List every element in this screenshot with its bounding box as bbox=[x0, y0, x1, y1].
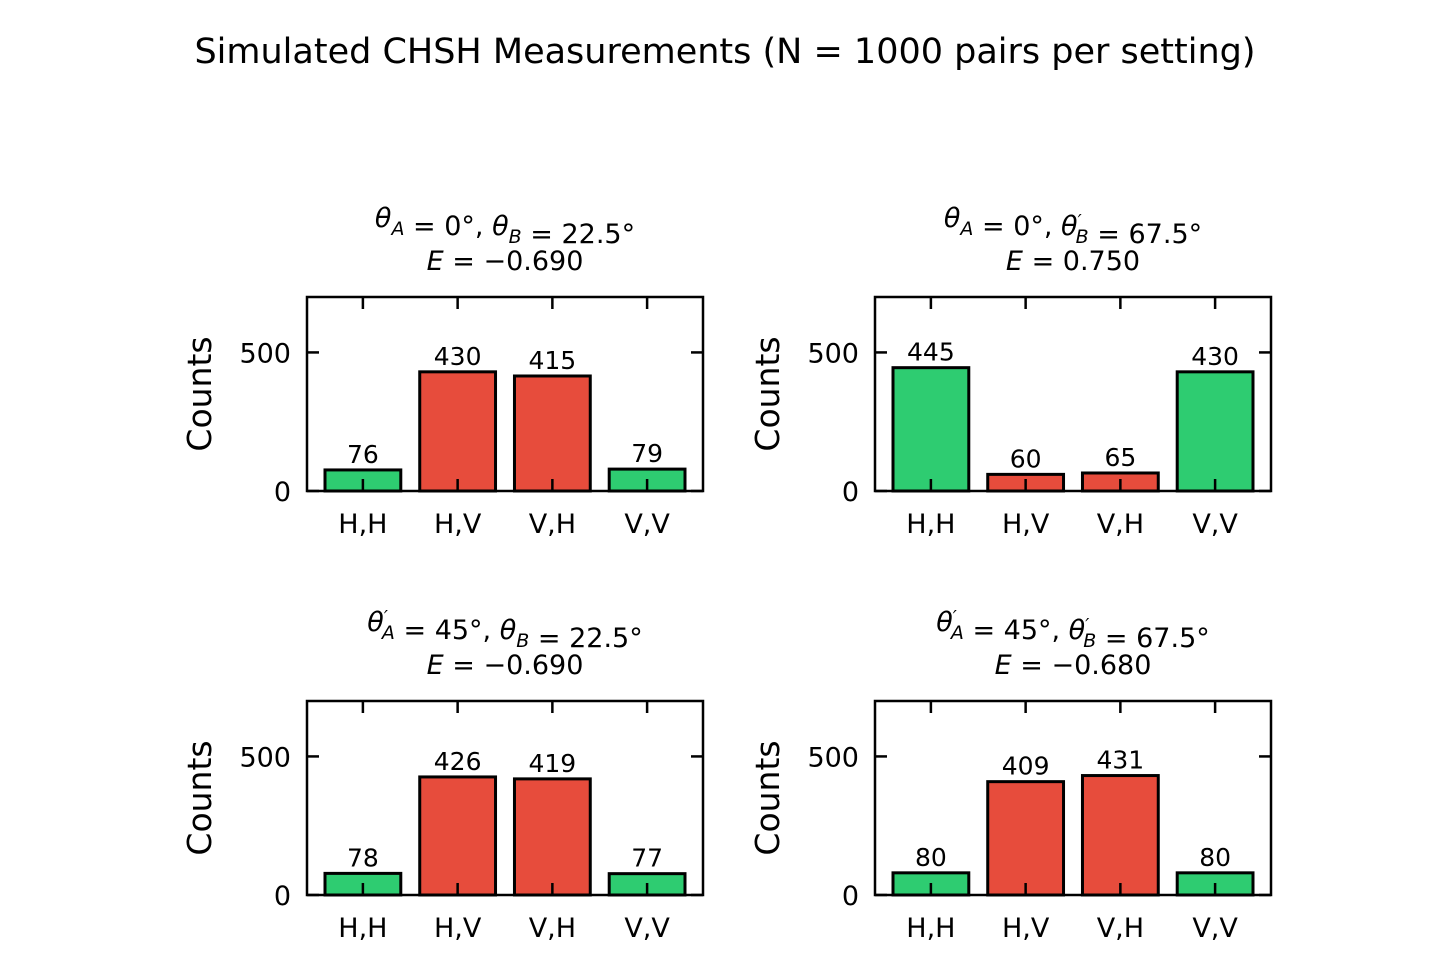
x-tick-label: V,H bbox=[529, 509, 576, 540]
bar-value-label: 80 bbox=[915, 843, 947, 872]
bar-value-label: 431 bbox=[1097, 746, 1145, 775]
x-tick-label: H,H bbox=[906, 509, 955, 540]
subplot-title-settings: θA = 0°, θ′ B = 67.5° bbox=[944, 203, 1202, 250]
bar-value-label: 65 bbox=[1104, 443, 1136, 472]
x-tick-label: H,H bbox=[338, 913, 387, 944]
bar-value-label: 426 bbox=[434, 747, 482, 776]
bar-value-label: 60 bbox=[1010, 444, 1042, 473]
x-tick-label: V,H bbox=[529, 913, 576, 944]
subplot-4: θ′ A = 45°, θ′ B = 67.5°E = −0.680 80 409 431… bbox=[748, 607, 1273, 944]
bar-h-v bbox=[418, 775, 498, 897]
bar-v-v bbox=[1175, 370, 1255, 493]
y-tick-label: 0 bbox=[274, 881, 291, 912]
y-tick-label: 500 bbox=[807, 338, 859, 369]
y-tick-label: 0 bbox=[274, 477, 291, 508]
bar-value-label: 430 bbox=[1191, 342, 1239, 371]
bar-value-label: 77 bbox=[631, 844, 663, 873]
axes-frame bbox=[305, 295, 705, 493]
x-tick-label: V,V bbox=[1192, 509, 1238, 540]
y-tick-label: 0 bbox=[842, 881, 859, 912]
x-tick-label: H,V bbox=[1002, 913, 1050, 944]
axes-frame bbox=[305, 699, 705, 897]
y-tick-label: 0 bbox=[842, 477, 859, 508]
figure-suptitle: Simulated CHSH Measurements (N = 1000 pa… bbox=[194, 32, 1255, 72]
bar-value-label: 76 bbox=[347, 440, 379, 469]
x-tick-label: H,V bbox=[434, 913, 482, 944]
bar-h-h bbox=[891, 366, 971, 493]
x-tick-label: V,H bbox=[1097, 509, 1144, 540]
subplot-1: θA = 0°, θB = 22.5°E = −0.690 76 430 415 79 H… bbox=[180, 203, 705, 540]
bar-value-label: 79 bbox=[631, 439, 663, 468]
subplot-title-settings: θ′ A = 45°, θ′ B = 67.5° bbox=[936, 607, 1210, 654]
bar-value-label: 419 bbox=[529, 749, 577, 778]
bar-v-h bbox=[512, 374, 592, 493]
subplot-title-correlation: E = 0.750 bbox=[1006, 246, 1140, 277]
subplot-title-correlation: E = −0.680 bbox=[995, 650, 1152, 681]
bar-value-label: 430 bbox=[434, 342, 482, 371]
subplot-3: θ′ A = 45°, θB = 22.5°E = −0.690 78 426 419 7… bbox=[180, 607, 705, 944]
x-tick-label: H,H bbox=[338, 509, 387, 540]
x-tick-label: H,V bbox=[1002, 509, 1050, 540]
x-tick-label: V,H bbox=[1097, 913, 1144, 944]
x-tick-label: H,H bbox=[906, 913, 955, 944]
y-axis-label: Counts bbox=[748, 740, 787, 855]
y-axis-label: Counts bbox=[180, 740, 219, 855]
bar-value-label: 445 bbox=[907, 338, 955, 367]
bar-h-v bbox=[418, 370, 498, 493]
bar-value-label: 409 bbox=[1002, 752, 1050, 781]
axes-frame bbox=[873, 699, 1273, 897]
subplot-title-correlation: E = −0.690 bbox=[427, 650, 584, 681]
y-tick-label: 500 bbox=[239, 338, 291, 369]
x-tick-label: V,V bbox=[624, 913, 670, 944]
bar-value-label: 78 bbox=[347, 843, 379, 872]
x-tick-label: V,V bbox=[1192, 913, 1238, 944]
subplot-2: θA = 0°, θ′ B = 67.5°E = 0.750 445 60 65 430 H… bbox=[748, 203, 1273, 540]
bar-v-h bbox=[1080, 774, 1160, 897]
x-tick-label: V,V bbox=[624, 509, 670, 540]
x-tick-label: H,V bbox=[434, 509, 482, 540]
y-axis-label: Counts bbox=[180, 336, 219, 451]
bar-v-h bbox=[512, 777, 592, 897]
bar-value-label: 80 bbox=[1199, 843, 1231, 872]
subplot-title-settings: θ′ A = 45°, θB = 22.5° bbox=[367, 607, 642, 654]
y-tick-label: 500 bbox=[239, 742, 291, 773]
bar-h-v bbox=[986, 780, 1066, 897]
y-axis-label: Counts bbox=[748, 336, 787, 451]
subplot-title-correlation: E = −0.690 bbox=[427, 246, 584, 277]
y-tick-label: 500 bbox=[807, 742, 859, 773]
bar-value-label: 415 bbox=[529, 346, 577, 375]
axes-frame bbox=[873, 295, 1273, 493]
subplot-title-settings: θA = 0°, θB = 22.5° bbox=[375, 203, 635, 250]
